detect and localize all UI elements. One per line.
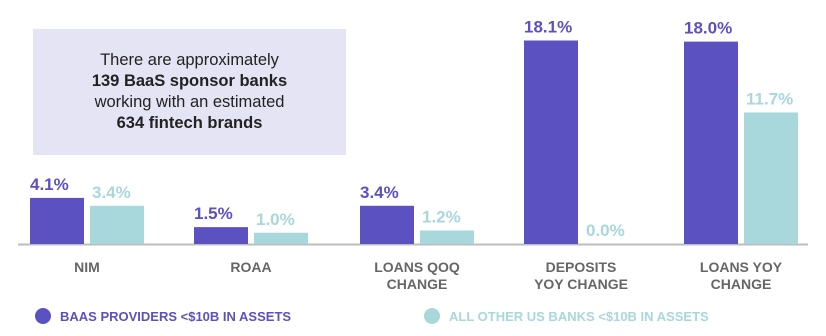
category-label-2-0: LOANS QOQ: [374, 259, 460, 275]
category-label-0-0: NIM: [74, 259, 100, 275]
bar-s2-2: [420, 230, 474, 244]
data-label-s1-0: 4.1%: [30, 175, 69, 194]
bar-s1-4: [684, 41, 738, 245]
data-label-s1-3: 18.1%: [524, 17, 572, 36]
bar-s2-4: [744, 112, 798, 244]
data-label-s2-4: 11.7%: [746, 89, 793, 108]
callout-line-2: 139 BaaS sponsor banks: [91, 72, 288, 90]
legend-item-baas: BAAS PROVIDERS <$10B IN ASSETS: [35, 308, 291, 324]
data-label-s1-4: 18.0%: [684, 19, 732, 38]
bar-s1-3: [524, 40, 578, 244]
data-label-s2-0: 3.4%: [92, 183, 131, 202]
legend-label-other-banks: ALL OTHER US BANKS <$10B IN ASSETS: [449, 308, 709, 324]
data-label-s1-1: 1.5%: [194, 204, 233, 223]
bar-s1-0: [30, 197, 84, 244]
data-label-s2-2: 1.2%: [422, 208, 461, 227]
bar-s2-0: [90, 205, 144, 244]
data-label-s2-3: 0.0%: [586, 221, 625, 240]
legend-swatch-baas: [35, 308, 51, 324]
callout-line-3: working with an estimated: [94, 93, 285, 111]
legend-swatch-other-banks: [424, 308, 440, 324]
data-label-s2-1: 1.0%: [256, 210, 295, 229]
callout-line-1: There are approximately: [100, 51, 279, 69]
category-label-4-1: CHANGE: [711, 276, 772, 292]
category-label-1-0: ROAA: [230, 259, 271, 275]
category-label-4-0: LOANS YOY: [700, 259, 783, 275]
bar-s1-1: [194, 227, 248, 244]
category-label-3-0: DEPOSITS: [546, 259, 617, 275]
bar-s1-2: [360, 205, 414, 244]
category-label-3-1: YOY CHANGE: [534, 276, 628, 292]
chart-legend: BAAS PROVIDERS <$10B IN ASSETS ALL OTHER…: [0, 308, 826, 332]
legend-label-baas: BAAS PROVIDERS <$10B IN ASSETS: [60, 308, 292, 324]
data-label-s1-2: 3.4%: [360, 183, 399, 202]
info-callout-box: There are approximately 139 BaaS sponsor…: [33, 29, 346, 155]
category-label-2-1: CHANGE: [387, 276, 448, 292]
callout-line-4: 634 fintech brands: [116, 114, 263, 132]
legend-item-other-banks: ALL OTHER US BANKS <$10B IN ASSETS: [424, 308, 709, 324]
bar-s2-1: [254, 232, 308, 244]
